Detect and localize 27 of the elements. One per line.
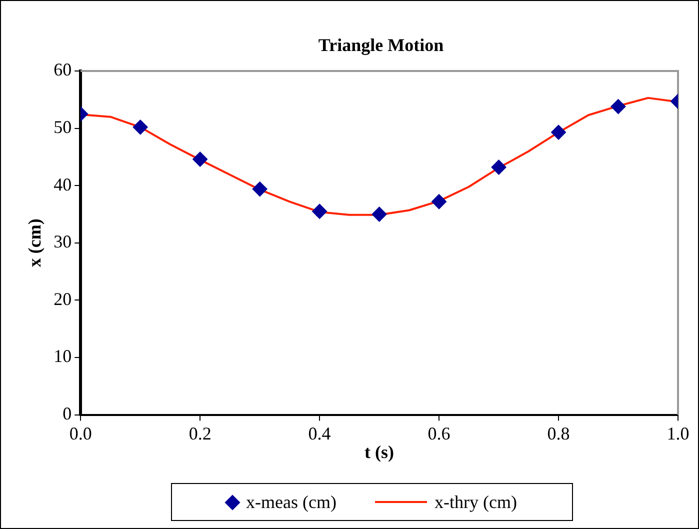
y-tick-label: 0 [62,404,72,424]
x-axis-title: t (s) [364,442,394,462]
chart-title: Triangle Motion [317,35,445,56]
x-tick-label: 0.0 [69,423,92,444]
y-tick-label: 30 [54,232,72,252]
x-tick-label: 1.0 [666,423,690,444]
y-tick-label: 40 [54,174,72,194]
y-tick-label: 20 [54,288,72,309]
point [252,182,268,197]
point [312,204,328,219]
point [192,152,208,167]
x-tick-label: 0.8 [547,423,570,444]
point [432,194,447,210]
y-tick-label: 50 [54,117,72,138]
point [551,124,566,140]
legend-label: x-meas (cm) [246,492,336,512]
legend-label: x-thry (cm) [434,492,517,512]
x-tick-label: 0.4 [308,423,331,444]
x-tick-label: 0.6 [428,423,450,444]
y-tick-label: 60 [54,60,72,80]
point [372,206,387,222]
point [610,99,626,114]
point [491,160,506,175]
y-axis-title: x (cm) [24,218,44,268]
x-tick-label: 0.2 [188,423,212,444]
y-tick-label: 10 [54,346,72,366]
point [132,120,148,135]
